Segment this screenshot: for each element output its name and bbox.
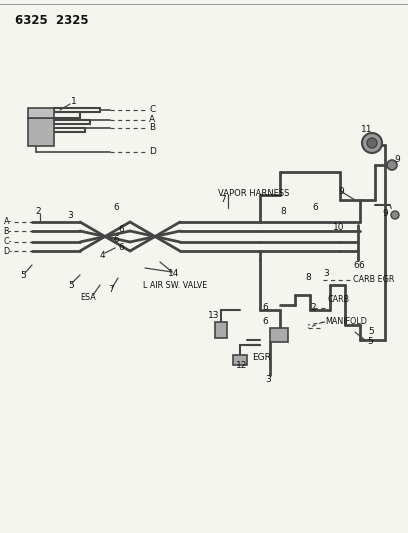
Text: 6: 6 xyxy=(312,204,318,213)
Text: CARB: CARB xyxy=(328,295,350,304)
Circle shape xyxy=(391,211,399,219)
Text: 9: 9 xyxy=(382,208,388,217)
Text: C: C xyxy=(149,106,155,115)
Text: 7: 7 xyxy=(220,196,226,205)
Text: 13: 13 xyxy=(208,311,220,319)
Text: C-: C- xyxy=(4,238,12,246)
Text: 12: 12 xyxy=(236,360,247,369)
Text: 8: 8 xyxy=(305,273,311,282)
Text: B: B xyxy=(149,124,155,133)
Text: 5: 5 xyxy=(20,271,26,279)
Text: B-: B- xyxy=(4,227,12,236)
Bar xyxy=(215,322,227,338)
Text: 3: 3 xyxy=(323,270,329,279)
Text: 10: 10 xyxy=(333,223,344,232)
Bar xyxy=(233,355,247,365)
Circle shape xyxy=(362,133,382,153)
Text: 1: 1 xyxy=(71,98,77,107)
Text: D: D xyxy=(149,148,156,157)
Text: CARB EGR: CARB EGR xyxy=(353,276,395,285)
Text: VAPOR HARNESS: VAPOR HARNESS xyxy=(218,189,289,198)
Text: EGR: EGR xyxy=(252,353,271,362)
Text: 6: 6 xyxy=(358,261,364,270)
Text: ESA: ESA xyxy=(80,293,96,302)
Text: 3: 3 xyxy=(265,376,271,384)
Text: 6: 6 xyxy=(118,225,124,235)
Bar xyxy=(28,108,54,118)
Text: 2: 2 xyxy=(35,207,41,216)
Text: A-: A- xyxy=(4,217,12,227)
Text: 5: 5 xyxy=(367,337,373,346)
Text: 6: 6 xyxy=(262,318,268,327)
Text: 3: 3 xyxy=(67,211,73,220)
Text: 9: 9 xyxy=(338,188,344,197)
Text: A: A xyxy=(149,116,155,125)
Text: 6: 6 xyxy=(113,236,119,245)
Text: 14: 14 xyxy=(168,270,180,279)
Text: 6325  2325: 6325 2325 xyxy=(15,14,89,27)
Text: 2: 2 xyxy=(310,303,316,312)
Text: MANIFOLD: MANIFOLD xyxy=(325,318,367,327)
Circle shape xyxy=(387,160,397,170)
Text: 6: 6 xyxy=(118,244,124,253)
Text: D-: D- xyxy=(3,246,12,255)
Bar xyxy=(28,118,54,146)
Text: 6: 6 xyxy=(353,262,359,271)
Text: L AIR SW. VALVE: L AIR SW. VALVE xyxy=(143,280,207,289)
Bar xyxy=(270,328,288,342)
Text: 6: 6 xyxy=(262,303,268,312)
Text: 7: 7 xyxy=(108,286,114,295)
Text: 4: 4 xyxy=(100,251,106,260)
Text: 11: 11 xyxy=(361,125,373,134)
Text: 9: 9 xyxy=(394,155,400,164)
Text: 8: 8 xyxy=(280,207,286,216)
Text: 5: 5 xyxy=(368,327,374,336)
Text: 5: 5 xyxy=(68,280,74,289)
Circle shape xyxy=(367,138,377,148)
Text: 6: 6 xyxy=(113,204,119,213)
